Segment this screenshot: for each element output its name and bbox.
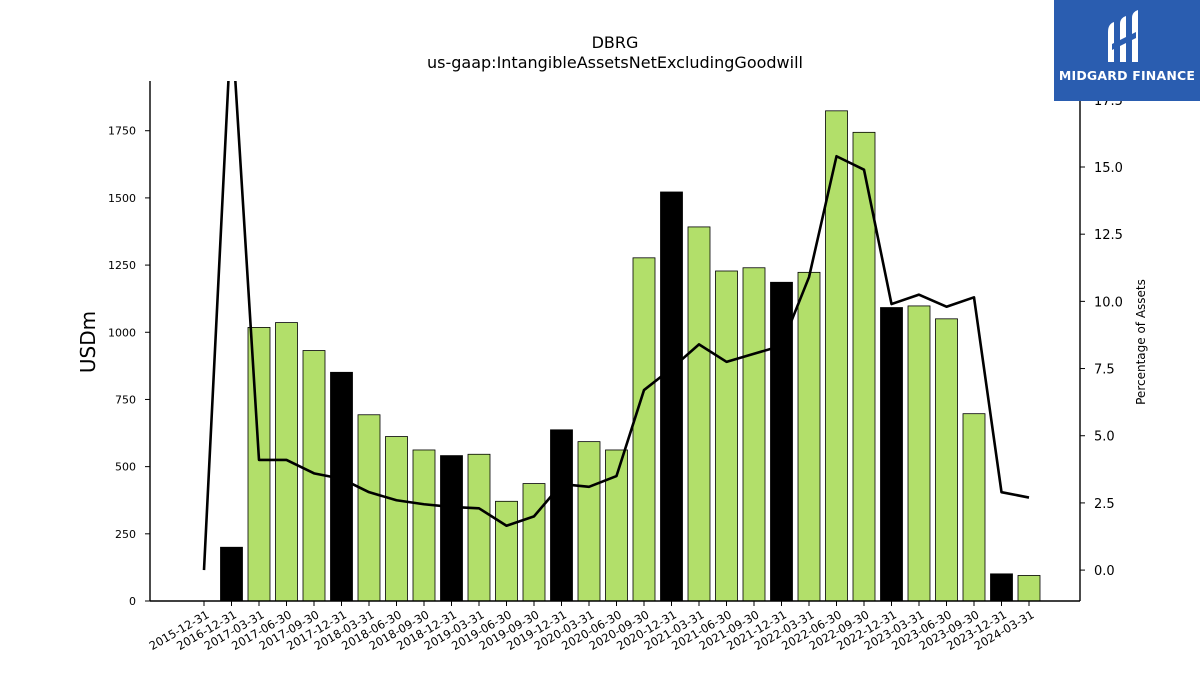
brand-logo-text: MIDGARD FINANCE (1058, 68, 1196, 83)
bar (660, 191, 683, 602)
bar (742, 267, 766, 602)
y-tick-label: 1750 (108, 125, 136, 138)
bar (687, 226, 711, 602)
bar (577, 441, 601, 602)
bars-group (220, 110, 1041, 602)
bar (275, 322, 298, 602)
y2-tick-label: 12.5 (1094, 228, 1123, 243)
y2-tick-label: 0.0 (1094, 564, 1115, 579)
bar (550, 429, 573, 602)
bar (330, 371, 353, 602)
y-tick-label: 1000 (108, 326, 136, 339)
y2-ticks-group: 0.02.55.07.510.012.515.017.5 (1080, 94, 1123, 579)
bar (962, 413, 986, 602)
bar (770, 281, 793, 602)
brand-logo: MIDGARD FINANCE (1054, 0, 1200, 101)
y2-tick-label: 15.0 (1094, 161, 1123, 176)
bar (247, 327, 271, 602)
bar (495, 500, 518, 602)
y-tick-label: 250 (115, 528, 136, 541)
percentage-line (202, 81, 1030, 571)
y-axis-label: USDm (76, 311, 100, 373)
bar (715, 270, 738, 602)
axes-group (149, 81, 1081, 602)
y2-tick-label: 2.5 (1094, 497, 1115, 512)
bar (522, 483, 546, 602)
y-tick-label: 1500 (108, 192, 136, 205)
y-tick-label: 500 (115, 461, 136, 474)
x-ticks-group: 2015-12-312016-12-312017-03-312017-06-30… (147, 601, 1037, 653)
y-ticks-group: 0 250 500 750 1000 1250 1500 1750 (108, 125, 150, 608)
bar (880, 307, 903, 602)
bar (440, 455, 463, 602)
bar (935, 318, 958, 602)
y-tick-label: 1250 (108, 259, 136, 272)
bar (1017, 575, 1041, 602)
bar (467, 453, 491, 602)
bar (220, 546, 243, 602)
chart-subtitle: us-gaap:IntangibleAssetsNetExcludingGood… (427, 53, 803, 72)
y2-tick-label: 5.0 (1094, 430, 1115, 445)
bar (990, 573, 1013, 602)
midgard-logo-icon (1108, 10, 1138, 62)
y2-tick-label: 7.5 (1094, 363, 1115, 378)
bar (385, 436, 408, 602)
bar (797, 271, 821, 602)
y2-tick-label: 10.0 (1094, 295, 1123, 310)
y2-axis-label: Percentage of Assets (1134, 279, 1148, 405)
y-tick-label: 750 (115, 393, 136, 406)
line-group (202, 81, 1030, 571)
bar (907, 305, 931, 602)
y-tick-label: 0 (129, 595, 136, 608)
bar (412, 449, 436, 602)
chart-title: DBRG (592, 33, 639, 52)
bar (632, 257, 656, 602)
bar (357, 414, 381, 602)
